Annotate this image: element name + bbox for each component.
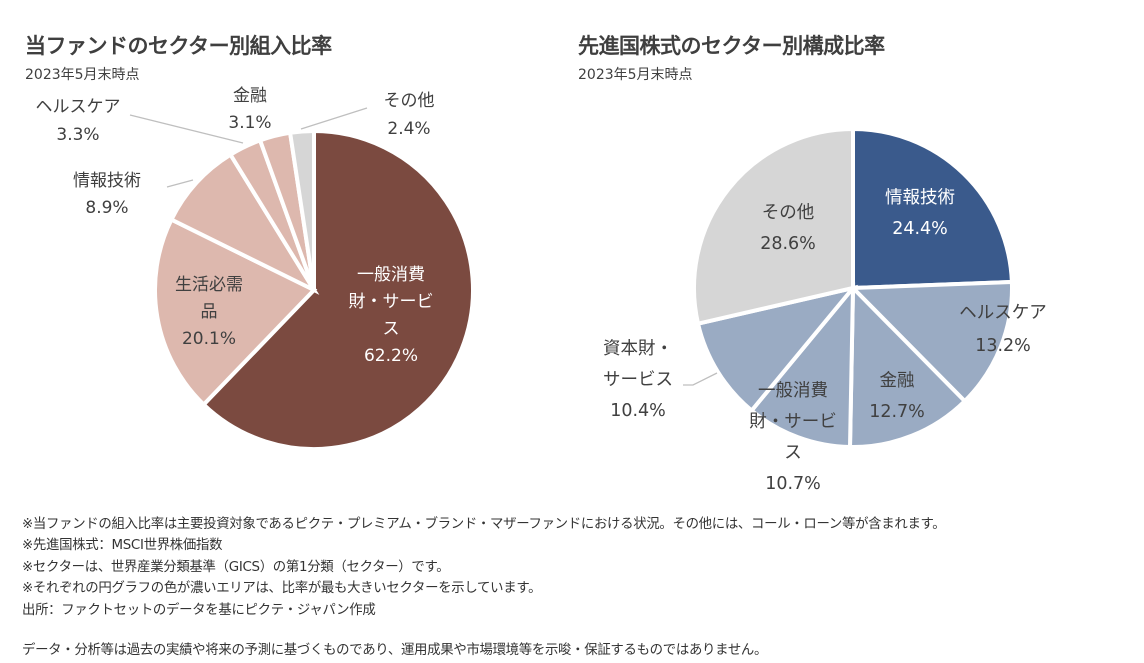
- footnote: ※先進国株式：MSCI世界株価指数: [22, 538, 223, 554]
- slice-category-label: 財・サービ: [749, 412, 837, 432]
- slice-value-label: 3.3%: [56, 125, 99, 145]
- slice-value-label: 3.1%: [228, 113, 271, 133]
- slice-category-label: 情報技術: [73, 171, 141, 191]
- left-pie-chart: [153, 128, 475, 451]
- leader-line-left-other: [300, 107, 368, 130]
- footnote: ※それぞれの円グラフの色が濃いエリアは、比率が最も大きいセクターを示しています。: [22, 581, 542, 597]
- pie-slice-right-1: [848, 279, 1014, 404]
- footnote: ※セクターは、世界産業分類基準（GICS）の第1分類（セクター）です。: [22, 559, 450, 575]
- slice-category-label: 資本財・: [603, 339, 673, 359]
- pie-slice-right-5: [692, 126, 855, 327]
- slice-category-label: ヘルスケア: [959, 303, 1047, 323]
- slice-category-label: 金融: [880, 371, 915, 391]
- pie-slice-left-0: [200, 128, 475, 451]
- slice-category-label: ス: [383, 319, 400, 339]
- slice-category-label: その他: [762, 203, 815, 223]
- leader-line-right-industrials: [683, 372, 718, 386]
- slice-label: ヘルスケア 3.3%: [36, 97, 121, 145]
- slice-label: 資本財・サービス 10.4%: [603, 339, 673, 421]
- slice-category-label: 金融: [233, 86, 267, 106]
- slice-value-label: 10.4%: [610, 401, 666, 421]
- left-chart-subtitle: 2023年5月末時点: [25, 67, 140, 83]
- slice-category-label: 一般消費: [357, 265, 425, 285]
- slice-category-label: 生活必需: [175, 275, 243, 295]
- slice-label: ヘルスケア 13.2%: [959, 303, 1047, 356]
- slice-label: 情報技術 8.9%: [73, 171, 141, 218]
- slice-labels: 一般消費財・サービス62.2%生活必需品20.1%情報技術8.9%ヘルスケア3.…: [36, 86, 1047, 494]
- slice-value-label: 13.2%: [975, 336, 1031, 356]
- pie-slice-right-2: [847, 283, 968, 449]
- pie-slice-right-4: [695, 284, 859, 414]
- slice-label: 情報技術 24.4%: [885, 188, 955, 239]
- slice-value-label: 2.4%: [387, 119, 430, 139]
- slice-category-label: 一般消費: [758, 381, 828, 401]
- slice-value-label: 8.9%: [85, 198, 128, 218]
- footnotes: ※当ファンドの組入比率は主要投資対象であるピクテ・プレミアム・ブランド・マザーフ…: [22, 514, 946, 621]
- slice-value-label: 10.7%: [765, 474, 821, 494]
- slice-category-label: 財・サービ: [349, 292, 434, 312]
- slice-label: 金融 12.7%: [869, 371, 925, 422]
- slice-label: その他 2.4%: [384, 91, 435, 139]
- pie-slice-right-3: [748, 282, 856, 450]
- leader-lines: [129, 107, 718, 386]
- slice-category-label: ス: [784, 443, 802, 463]
- slice-value-label: 28.6%: [760, 234, 816, 254]
- leader-line-left-healthcare: [129, 114, 244, 144]
- left-chart-title: 当ファンドのセクター別組入比率: [25, 34, 332, 58]
- slice-category-label: その他: [384, 91, 435, 111]
- slice-category-label: サービス: [603, 370, 673, 390]
- slice-value-label: 62.2%: [364, 346, 418, 366]
- right-chart-title: 先進国株式のセクター別構成比率: [578, 34, 885, 58]
- right-pie-chart: [692, 126, 1014, 450]
- slice-category-label: ヘルスケア: [36, 97, 121, 117]
- pie-slice-right-0: [851, 126, 1014, 291]
- slice-value-label: 12.7%: [869, 402, 925, 422]
- source-note: 出所：ファクトセットのデータを基にピクテ・ジャパン作成: [22, 602, 376, 618]
- pie-slice-left-1: [153, 216, 318, 408]
- slice-value-label: 20.1%: [182, 329, 236, 349]
- disclaimer: データ・分析等は過去の実績や将来の予測に基づくものであり、運用成果や市場環境等を…: [22, 643, 768, 658]
- pie-slice-left-5: [287, 128, 316, 291]
- leader-line-left-it: [166, 179, 194, 188]
- slice-label: その他 28.6%: [760, 203, 816, 254]
- slice-label: 金融 3.1%: [228, 86, 271, 133]
- pie-charts: 一般消費財・サービス62.2%生活必需品20.1%情報技術8.9%ヘルスケア3.…: [36, 86, 1047, 494]
- footnote: ※当ファンドの組入比率は主要投資対象であるピクテ・プレミアム・ブランド・マザーフ…: [22, 517, 946, 532]
- right-chart-subtitle: 2023年5月末時点: [578, 67, 693, 83]
- slice-category-label: 品: [201, 302, 218, 322]
- slice-category-label: 情報技術: [885, 188, 955, 208]
- slice-value-label: 24.4%: [892, 219, 948, 239]
